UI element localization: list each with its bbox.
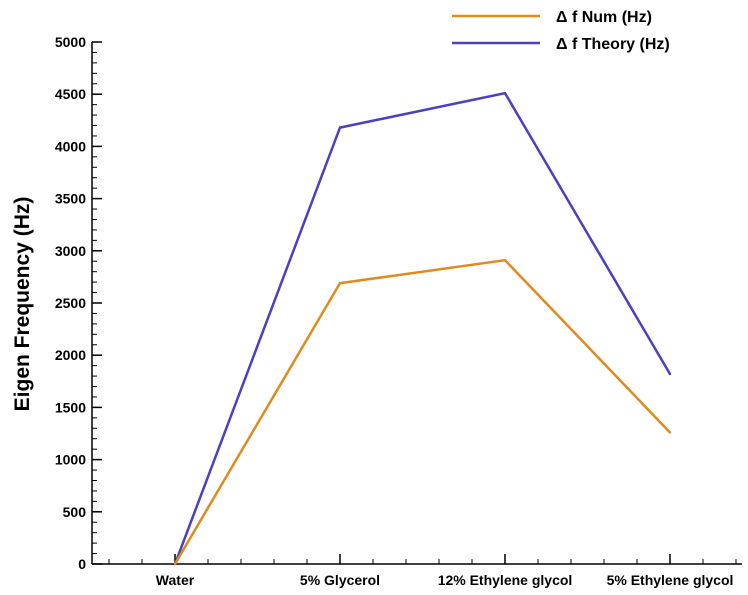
- y-tick-label: 3500: [55, 191, 86, 207]
- x-tick-label: 5% Ethylene glycol: [607, 572, 734, 588]
- x-tick-label: Water: [156, 572, 195, 588]
- y-tick-label: 500: [63, 504, 87, 520]
- x-tick-label: 5% Glycerol: [300, 572, 380, 588]
- data-point-theory: [338, 126, 342, 129]
- y-tick-label: 5000: [55, 34, 86, 50]
- series-line-theory: [173, 91, 672, 565]
- x-axis: Water 5% Glycerol 12% Ethylene glycol 5% Et…: [92, 554, 742, 588]
- data-point-num: [503, 258, 507, 262]
- series-layer: [173, 91, 672, 566]
- data-point-num: [173, 562, 177, 566]
- y-axis: 0 500 1000 1500 2000 2500 3000 3500 4000 4500 5000: [55, 34, 102, 572]
- y-axis-title: Eigen Frequency (Hz): [11, 197, 34, 412]
- y-tick-label: 3000: [55, 243, 86, 259]
- legend-label-num: Δ f Num (Hz): [556, 9, 652, 26]
- y-tick-label: 0: [78, 556, 86, 572]
- x-tick-label: 12% Ethylene glycol: [438, 572, 573, 588]
- y-tick-label: 2000: [55, 347, 86, 363]
- y-tick-label: 2500: [55, 295, 86, 311]
- y-tick-label: 1500: [55, 399, 86, 415]
- y-tick-label: 4000: [55, 138, 86, 154]
- y-tick-label: 4500: [55, 86, 86, 102]
- legend: Δ f Num (Hz) Δ f Theory (Hz): [452, 9, 670, 53]
- data-point-theory: [668, 372, 672, 376]
- series-line-num: [173, 258, 671, 565]
- data-point-num: [668, 431, 672, 434]
- data-point-num: [338, 281, 342, 285]
- data-point-theory: [503, 91, 507, 95]
- legend-label-theory: Δ f Theory (Hz): [556, 36, 670, 53]
- y-tick-label: 1000: [55, 452, 86, 468]
